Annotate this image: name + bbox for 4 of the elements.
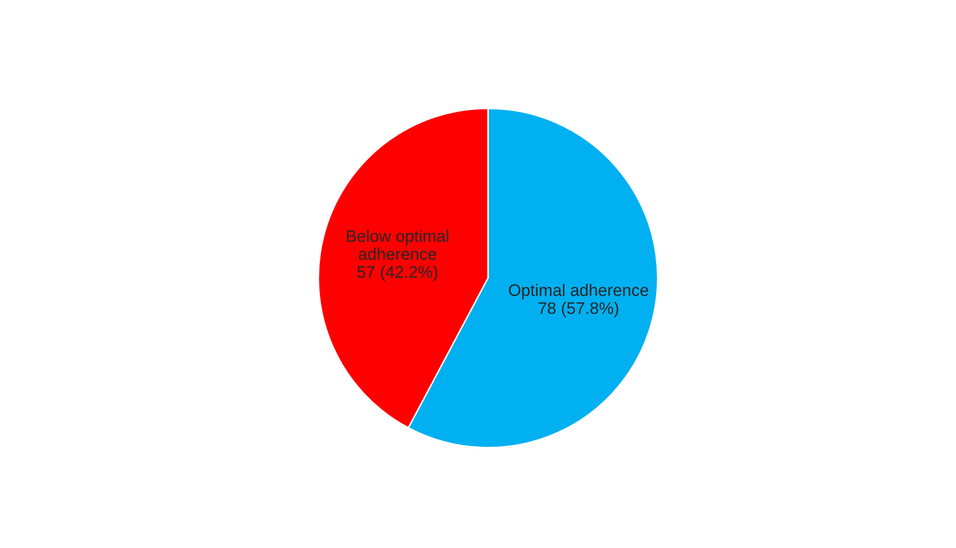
data-label: 78 (57.8%) xyxy=(538,302,618,318)
slice-label: Below optimal adherence xyxy=(346,230,448,260)
slice-label: Optimal adherence xyxy=(508,284,648,300)
data-label: 57 (42.2%) xyxy=(357,266,438,282)
